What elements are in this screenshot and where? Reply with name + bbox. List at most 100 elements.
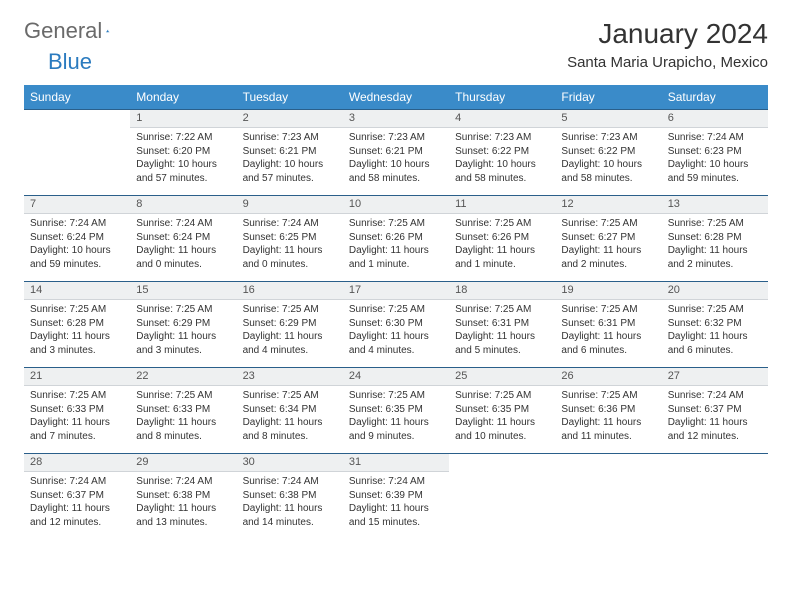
daylight-text: Daylight: 11 hours and 4 minutes. (349, 330, 443, 357)
day-number (662, 454, 768, 472)
sunrise-text: Sunrise: 7:23 AM (455, 131, 549, 145)
daynum-row: 123456 (24, 110, 768, 128)
sunrise-text: Sunrise: 7:24 AM (668, 389, 762, 403)
day-cell: Sunrise: 7:25 AMSunset: 6:34 PMDaylight:… (237, 386, 343, 454)
weekday-header: Sunday (24, 85, 130, 110)
day-number: 5 (555, 110, 661, 128)
day-number: 25 (449, 368, 555, 386)
sunrise-text: Sunrise: 7:25 AM (30, 303, 124, 317)
daylight-text: Daylight: 11 hours and 6 minutes. (561, 330, 655, 357)
daylight-text: Daylight: 10 hours and 58 minutes. (349, 158, 443, 185)
day-cell: Sunrise: 7:23 AMSunset: 6:21 PMDaylight:… (343, 128, 449, 196)
sunset-text: Sunset: 6:33 PM (136, 403, 230, 417)
daylight-text: Daylight: 11 hours and 10 minutes. (455, 416, 549, 443)
day-number: 20 (662, 282, 768, 300)
sunrise-text: Sunrise: 7:25 AM (349, 303, 443, 317)
sunset-text: Sunset: 6:23 PM (668, 145, 762, 159)
sunset-text: Sunset: 6:31 PM (561, 317, 655, 331)
day-cell: Sunrise: 7:25 AMSunset: 6:27 PMDaylight:… (555, 214, 661, 282)
sunrise-text: Sunrise: 7:25 AM (349, 217, 443, 231)
daylight-text: Daylight: 11 hours and 7 minutes. (30, 416, 124, 443)
day-cell: Sunrise: 7:25 AMSunset: 6:35 PMDaylight:… (343, 386, 449, 454)
daylight-text: Daylight: 11 hours and 12 minutes. (30, 502, 124, 529)
daylight-text: Daylight: 11 hours and 0 minutes. (243, 244, 337, 271)
daylight-text: Daylight: 11 hours and 8 minutes. (243, 416, 337, 443)
day-number: 6 (662, 110, 768, 128)
weekday-header: Tuesday (237, 85, 343, 110)
daylight-text: Daylight: 10 hours and 57 minutes. (136, 158, 230, 185)
daylight-text: Daylight: 11 hours and 2 minutes. (668, 244, 762, 271)
daylight-text: Daylight: 10 hours and 57 minutes. (243, 158, 337, 185)
day-number: 9 (237, 196, 343, 214)
sunrise-text: Sunrise: 7:25 AM (561, 389, 655, 403)
sunset-text: Sunset: 6:26 PM (349, 231, 443, 245)
content-row: Sunrise: 7:24 AMSunset: 6:24 PMDaylight:… (24, 214, 768, 282)
sunrise-text: Sunrise: 7:24 AM (243, 217, 337, 231)
sunset-text: Sunset: 6:28 PM (30, 317, 124, 331)
day-number: 8 (130, 196, 236, 214)
daynum-row: 78910111213 (24, 196, 768, 214)
sunset-text: Sunset: 6:29 PM (136, 317, 230, 331)
sunrise-text: Sunrise: 7:24 AM (668, 131, 762, 145)
sunset-text: Sunset: 6:22 PM (455, 145, 549, 159)
day-cell: Sunrise: 7:25 AMSunset: 6:29 PMDaylight:… (130, 300, 236, 368)
daylight-text: Daylight: 11 hours and 1 minute. (349, 244, 443, 271)
daynum-row: 21222324252627 (24, 368, 768, 386)
day-cell: Sunrise: 7:24 AMSunset: 6:37 PMDaylight:… (24, 472, 130, 540)
day-number: 1 (130, 110, 236, 128)
daylight-text: Daylight: 11 hours and 13 minutes. (136, 502, 230, 529)
content-row: Sunrise: 7:22 AMSunset: 6:20 PMDaylight:… (24, 128, 768, 196)
day-number: 13 (662, 196, 768, 214)
day-number (449, 454, 555, 472)
day-number: 18 (449, 282, 555, 300)
sunrise-text: Sunrise: 7:24 AM (136, 217, 230, 231)
content-row: Sunrise: 7:25 AMSunset: 6:28 PMDaylight:… (24, 300, 768, 368)
sunrise-text: Sunrise: 7:23 AM (349, 131, 443, 145)
day-number: 7 (24, 196, 130, 214)
day-cell: Sunrise: 7:24 AMSunset: 6:24 PMDaylight:… (24, 214, 130, 282)
weekday-header: Thursday (449, 85, 555, 110)
day-number: 10 (343, 196, 449, 214)
day-cell: Sunrise: 7:25 AMSunset: 6:29 PMDaylight:… (237, 300, 343, 368)
sunset-text: Sunset: 6:24 PM (30, 231, 124, 245)
day-number: 4 (449, 110, 555, 128)
sunset-text: Sunset: 6:34 PM (243, 403, 337, 417)
sunset-text: Sunset: 6:39 PM (349, 489, 443, 503)
sunset-text: Sunset: 6:21 PM (243, 145, 337, 159)
daynum-row: 28293031 (24, 454, 768, 472)
sunrise-text: Sunrise: 7:25 AM (243, 389, 337, 403)
daylight-text: Daylight: 10 hours and 59 minutes. (30, 244, 124, 271)
day-number: 19 (555, 282, 661, 300)
day-cell: Sunrise: 7:25 AMSunset: 6:30 PMDaylight:… (343, 300, 449, 368)
day-cell: Sunrise: 7:25 AMSunset: 6:33 PMDaylight:… (24, 386, 130, 454)
day-cell: Sunrise: 7:25 AMSunset: 6:26 PMDaylight:… (449, 214, 555, 282)
sunset-text: Sunset: 6:28 PM (668, 231, 762, 245)
sunrise-text: Sunrise: 7:25 AM (668, 303, 762, 317)
day-cell: Sunrise: 7:25 AMSunset: 6:36 PMDaylight:… (555, 386, 661, 454)
day-cell: Sunrise: 7:25 AMSunset: 6:32 PMDaylight:… (662, 300, 768, 368)
sunrise-text: Sunrise: 7:24 AM (349, 475, 443, 489)
sunrise-text: Sunrise: 7:25 AM (668, 217, 762, 231)
sunrise-text: Sunrise: 7:24 AM (136, 475, 230, 489)
daylight-text: Daylight: 11 hours and 3 minutes. (30, 330, 124, 357)
daynum-row: 14151617181920 (24, 282, 768, 300)
day-cell: Sunrise: 7:24 AMSunset: 6:37 PMDaylight:… (662, 386, 768, 454)
daylight-text: Daylight: 11 hours and 5 minutes. (455, 330, 549, 357)
day-cell: Sunrise: 7:24 AMSunset: 6:23 PMDaylight:… (662, 128, 768, 196)
day-number: 16 (237, 282, 343, 300)
calendar-table: Sunday Monday Tuesday Wednesday Thursday… (24, 85, 768, 540)
day-cell: Sunrise: 7:25 AMSunset: 6:28 PMDaylight:… (24, 300, 130, 368)
daylight-text: Daylight: 10 hours and 59 minutes. (668, 158, 762, 185)
day-number: 3 (343, 110, 449, 128)
sunrise-text: Sunrise: 7:24 AM (30, 217, 124, 231)
day-cell: Sunrise: 7:25 AMSunset: 6:33 PMDaylight:… (130, 386, 236, 454)
day-number: 29 (130, 454, 236, 472)
daylight-text: Daylight: 11 hours and 4 minutes. (243, 330, 337, 357)
sunset-text: Sunset: 6:29 PM (243, 317, 337, 331)
day-cell: Sunrise: 7:25 AMSunset: 6:31 PMDaylight:… (449, 300, 555, 368)
sunset-text: Sunset: 6:30 PM (349, 317, 443, 331)
day-cell: Sunrise: 7:25 AMSunset: 6:35 PMDaylight:… (449, 386, 555, 454)
sunset-text: Sunset: 6:35 PM (455, 403, 549, 417)
sunrise-text: Sunrise: 7:24 AM (30, 475, 124, 489)
daylight-text: Daylight: 11 hours and 11 minutes. (561, 416, 655, 443)
